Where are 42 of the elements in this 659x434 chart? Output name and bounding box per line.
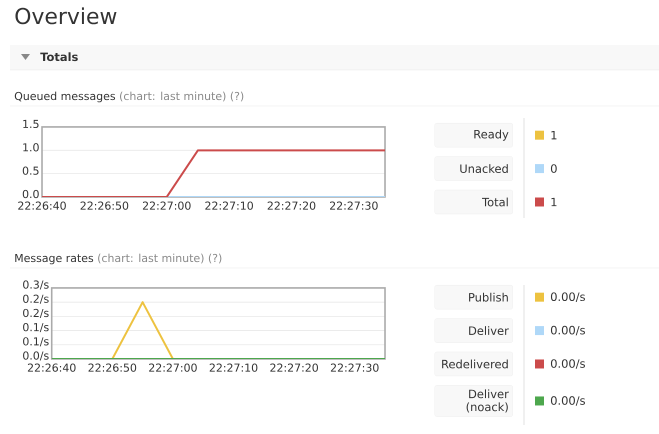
x-tick-label: 22:27:30 — [330, 364, 379, 372]
y-tick-label: 0.0/s — [23, 351, 49, 361]
legend-label: Unacked — [460, 164, 508, 174]
text: 0.00/s — [550, 396, 585, 406]
x-tick-label: 22:27:10 — [210, 364, 258, 372]
x-tick-label: 22:27:00 — [149, 364, 197, 372]
x-tick-label: 22:26:50 — [80, 202, 128, 210]
y-tick-label: 0.1/s — [23, 323, 49, 332]
x-tick-label: 22:27:00 — [142, 202, 191, 210]
x-tick-label: 22:26:40 — [18, 202, 66, 210]
y-tick-label: 0.3/s — [23, 280, 49, 290]
y-tick-label: 1.0 — [23, 143, 39, 152]
legend-label: Ready — [474, 130, 508, 141]
chart-subtitle: (chart: last minute) (?) — [120, 92, 244, 102]
chart-title: Queued messages — [14, 92, 116, 102]
legend-label: Deliver (noack) — [466, 389, 509, 413]
text: Overview — [15, 7, 116, 24]
text: 0.00/s — [550, 326, 585, 336]
text: 0.00/s — [550, 359, 585, 369]
legend-label: Redelivered — [442, 360, 508, 368]
text: 1 — [551, 131, 556, 140]
y-tick-label: 0.2/s — [23, 308, 49, 318]
x-tick-label: 22:27:20 — [268, 202, 316, 210]
legend-label: Deliver — [469, 326, 509, 336]
legend-label: Total — [482, 198, 508, 206]
chart-title: Message rates — [15, 254, 94, 264]
x-tick-label: 22:27:30 — [330, 202, 378, 210]
y-tick-label: 0.5 — [22, 166, 39, 175]
y-tick-label: 0.0 — [22, 190, 39, 198]
x-tick-label: 22:27:20 — [270, 364, 318, 372]
x-tick-label: 22:26:40 — [28, 364, 76, 372]
y-tick-label: 0.2/s — [23, 294, 49, 304]
x-tick-label: 22:27:10 — [205, 202, 253, 210]
text: 1 — [551, 198, 556, 206]
text: Totals — [40, 52, 78, 62]
text: 0 — [550, 164, 557, 173]
x-tick-label: 22:26:50 — [88, 364, 136, 372]
legend-label: Publish — [469, 292, 508, 302]
text: 0.00/s — [550, 292, 585, 302]
y-tick-label: 1.5 — [23, 120, 39, 128]
y-tick-label: 0.1/s — [23, 337, 49, 346]
chart-subtitle: (chart: last minute) (?) — [98, 254, 222, 264]
